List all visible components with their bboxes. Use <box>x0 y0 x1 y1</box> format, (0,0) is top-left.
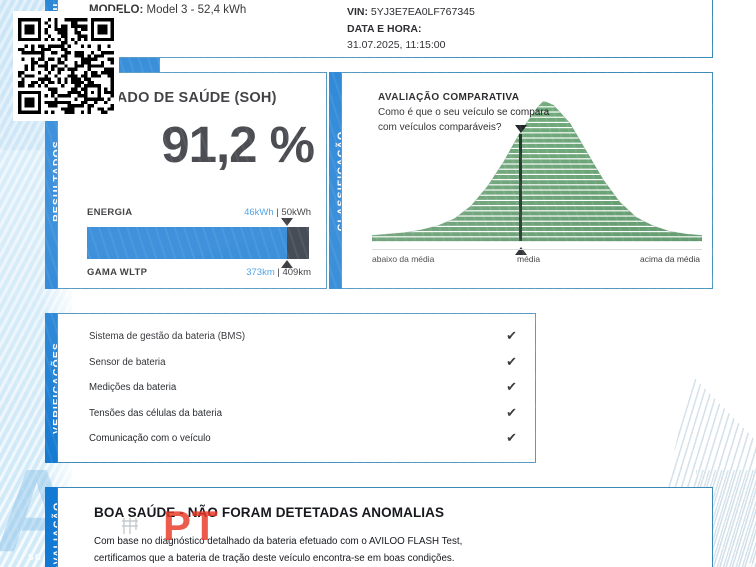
country-flag-icon <box>122 518 138 534</box>
check-icon: ✔ <box>506 328 517 344</box>
verification-row: Tensões das células da bateria ✔ <box>89 405 517 431</box>
conclusion-title: BOA SAÚDE - NÃO FORAM DETETADAS ANOMALIA… <box>94 505 445 520</box>
vehicle-position-marker-line <box>518 133 523 241</box>
energy-total-value: 50kWh <box>281 207 311 218</box>
soh-value: 91,2 % <box>58 115 315 174</box>
range-label: GAMA WLTP <box>87 267 147 278</box>
energy-current-value: 46kWh <box>244 207 274 218</box>
axis-label-below-average: abaixo da média <box>372 254 434 264</box>
check-icon: ✔ <box>506 405 517 421</box>
verification-label: Sensor de bateria <box>89 357 165 368</box>
classification-title: AVALIAÇÃO COMPARATIVA <box>378 92 519 103</box>
vehicle-vin-row: VIN: 5YJ3E7EA0LF767345 <box>347 4 475 21</box>
verification-row: Medições da bateria ✔ <box>89 379 517 405</box>
vehicle-datetime-value: 31.07.2025, 11:15:00 <box>347 37 475 54</box>
vehicle-vin-value: 5YJ3E7EA0LF767345 <box>371 6 475 18</box>
energy-bar-marker-top-icon <box>280 218 293 226</box>
soh-card: ESTADO DE SAÚDE (SOH) 91,2 % ENERGIA 46k… <box>57 72 327 289</box>
energy-bar <box>87 227 309 259</box>
vehicle-vin-label: VIN: <box>347 6 368 18</box>
vehicle-datetime-label-row: DATA E HORA: <box>347 21 475 38</box>
verification-label: Sistema de gestão da bateria (BMS) <box>89 331 245 342</box>
classification-card: AVALIAÇÃO COMPARATIVA Como é que o seu v… <box>341 72 713 289</box>
energy-label: ENERGIA <box>87 207 132 218</box>
bell-curve-chart <box>372 101 702 242</box>
axis-label-average: média <box>517 254 540 264</box>
verification-row: Comunicação com o veículo ✔ <box>89 430 517 456</box>
vehicle-position-marker-bottom-icon <box>514 247 527 255</box>
energy-bar-fill <box>87 227 287 259</box>
vehicle-meta-block: VIN: 5YJ3E7EA0LF767345 DATA E HORA: 31.0… <box>347 4 475 54</box>
verification-label: Tensões das células da bateria <box>89 408 222 419</box>
soh-title: ESTADO DE SAÚDE (SOH) <box>89 90 277 106</box>
classification-subtitle: Como é que o seu veículo se compara com … <box>378 106 553 135</box>
range-separator: | <box>275 267 283 278</box>
verifications-card: Sistema de gestão da bateria (BMS)✔Senso… <box>57 313 536 463</box>
conclusion-body-line-1: Com base no diagnóstico detalhado da bat… <box>94 536 463 547</box>
energy-bar-marker-bottom-icon <box>280 260 293 268</box>
country-code-watermark: PT <box>163 502 219 549</box>
energy-values: 46kWh | 50kWh <box>244 207 311 218</box>
verification-row: Sensor de bateria ✔ <box>89 354 517 380</box>
chart-axis-line <box>372 249 702 250</box>
vehicle-position-marker-top-icon <box>514 124 527 133</box>
conclusion-card: BOA SAÚDE - NÃO FORAM DETETADAS ANOMALIA… <box>57 487 713 567</box>
qr-code-icon[interactable] <box>18 16 114 116</box>
energy-separator: | <box>274 207 282 218</box>
verification-row: Sistema de gestão da bateria (BMS) ✔ <box>89 328 517 354</box>
verification-label: Medições da bateria <box>89 382 176 393</box>
conclusion-body: Com base no diagnóstico detalhado da bat… <box>94 533 524 567</box>
check-icon: ✔ <box>506 430 517 446</box>
range-values: 373km | 409km <box>246 267 311 278</box>
check-icon: ✔ <box>506 354 517 370</box>
vehicle-model-value: Model 3 - 52,4 kWh <box>147 4 247 16</box>
verification-label: Comunicação com o veículo <box>89 433 211 444</box>
conclusion-body-line-2: certificamos que a bateria de tração des… <box>94 553 455 564</box>
axis-label-above-average: acima da média <box>640 254 700 264</box>
range-current-value: 373km <box>246 267 275 278</box>
range-total-value: 409km <box>282 267 311 278</box>
qr-code-surface <box>13 11 119 121</box>
vehicle-info-card: MODELO: Model 3 - 52,4 kWh VIN: 5YJ3E7EA… <box>57 0 713 58</box>
check-icon: ✔ <box>506 379 517 395</box>
vehicle-datetime-label: DATA E HORA: <box>347 23 421 35</box>
